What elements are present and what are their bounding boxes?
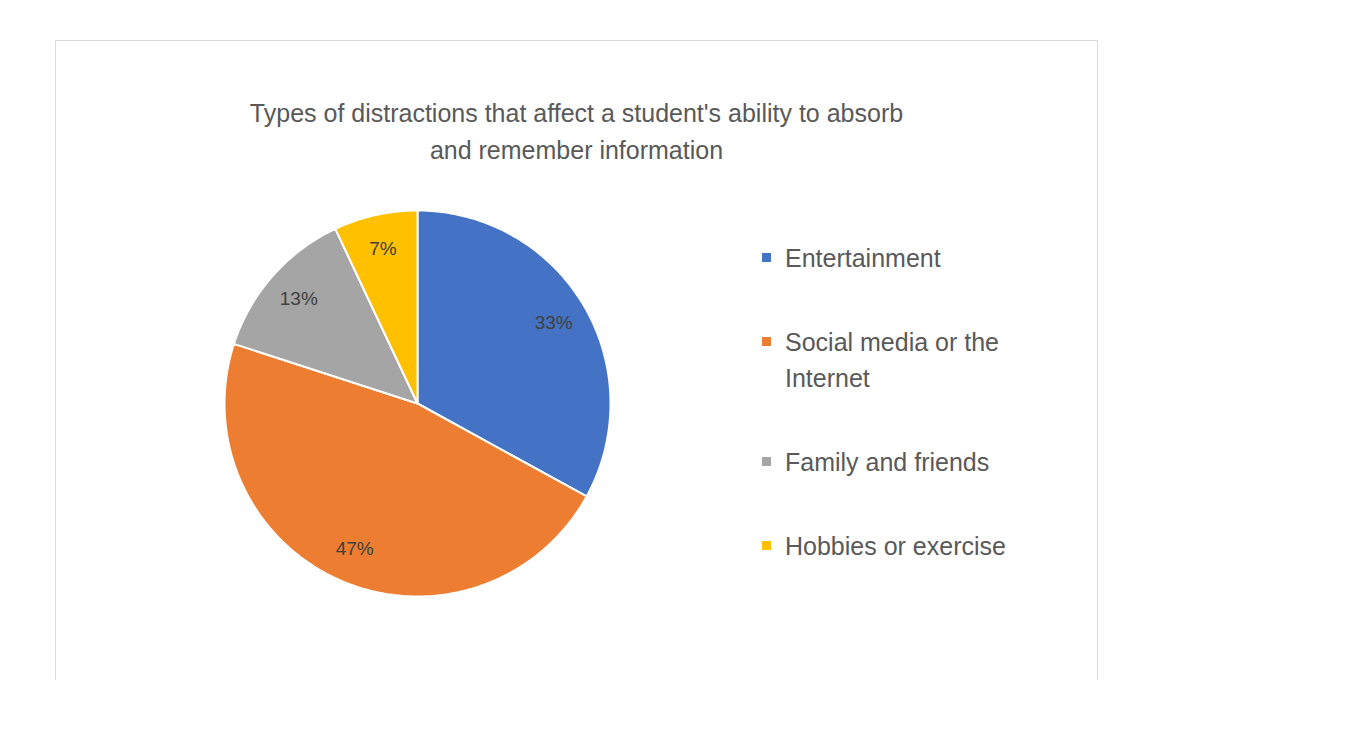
html-text:Entertainment: Entertainment — [785, 244, 941, 272]
html-text:Family and friends: Family and friends — [785, 448, 990, 476]
html-text:Social media or the Internet: Social media or the Internet — [785, 328, 999, 392]
html-text:Types of distractions that aff: Types of distractions that affect a stud… — [249, 99, 904, 164]
svg-text:7%: 7% — [369, 238, 397, 259]
svg-text:33%: 33% — [535, 312, 573, 333]
html-text:Hobbies or exercise: Hobbies or exercise — [785, 532, 1006, 560]
svg-text:13%: 13% — [280, 288, 318, 309]
svg-text:47%: 47% — [336, 538, 374, 559]
